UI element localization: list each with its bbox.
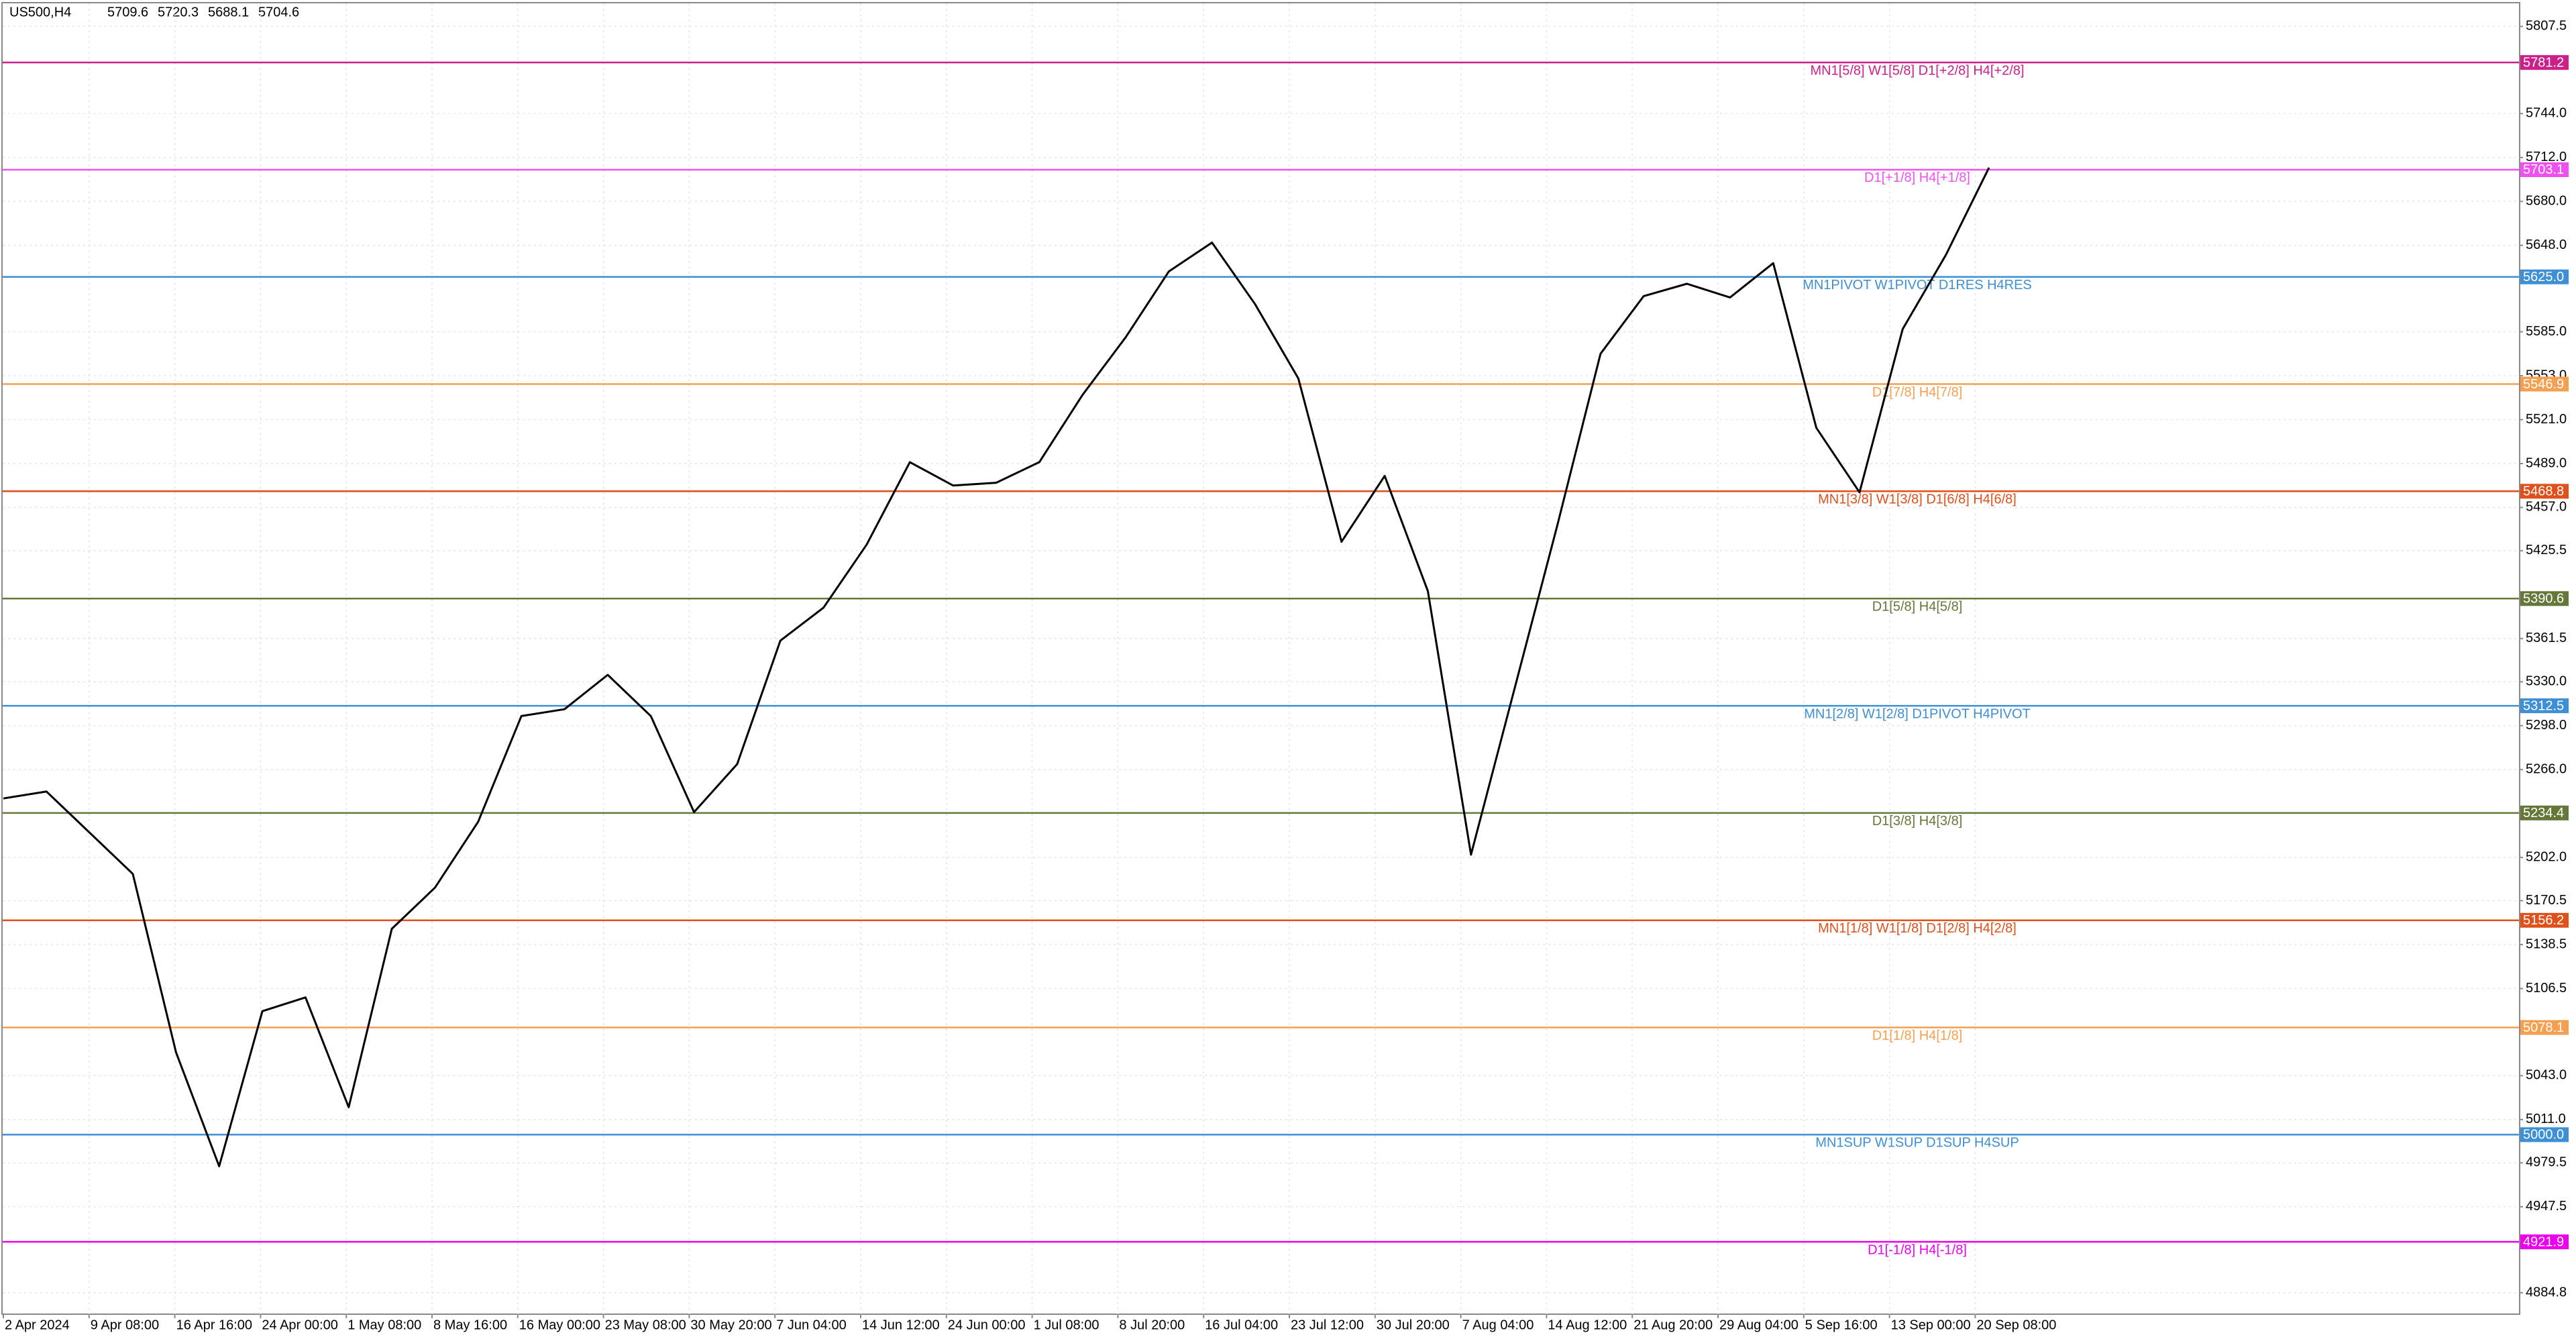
level-text: MN1SUP W1SUP D1SUP H4SUP	[1815, 1136, 2019, 1150]
y-tick-label: 5170.5	[2526, 893, 2567, 908]
y-tick-label: 5807.5	[2526, 19, 2567, 34]
price-box-label: 5468.8	[2523, 484, 2564, 499]
quote-value: 5720.3	[158, 5, 199, 19]
x-tick-label: 24 Apr 00:00	[262, 1318, 337, 1332]
x-tick-label: 23 May 08:00	[605, 1318, 686, 1332]
x-tick-label: 16 May 00:00	[519, 1318, 600, 1332]
y-tick-label: 4979.5	[2526, 1155, 2567, 1170]
price-box	[2520, 484, 2569, 499]
y-tick-label: 5457.0	[2526, 500, 2567, 515]
price-box-label: 5781.2	[2523, 55, 2564, 70]
x-tick-label: 1 Jul 08:00	[1034, 1318, 1099, 1332]
y-tick-label: 5106.5	[2526, 981, 2567, 996]
level-text: D1[7/8] H4[7/8]	[1872, 385, 1963, 400]
y-tick-label: 5521.0	[2526, 412, 2567, 427]
level-text: MN1[1/8] W1[1/8] D1[2/8] H4[2/8]	[1818, 921, 2017, 936]
y-tick-label: 4947.5	[2526, 1199, 2567, 1214]
y-tick-label: 5266.0	[2526, 761, 2567, 776]
y-tick-label: 5585.0	[2526, 324, 2567, 339]
price-box	[2520, 55, 2569, 70]
x-tick-label: 9 Apr 08:00	[91, 1318, 159, 1332]
price-line	[3, 167, 1990, 1167]
y-tick-label: 5712.0	[2526, 150, 2567, 164]
price-box	[2520, 698, 2569, 714]
x-tick-label: 29 Aug 04:00	[1719, 1318, 1799, 1332]
price-box	[2520, 912, 2569, 928]
price-box-label: 5546.9	[2523, 377, 2564, 392]
price-box-label: 5078.1	[2523, 1020, 2564, 1035]
level-text: MN1[3/8] W1[3/8] D1[6/8] H4[6/8]	[1818, 492, 2017, 507]
price-box	[2520, 1020, 2569, 1035]
price-box-label: 4921.9	[2523, 1234, 2564, 1249]
x-tick-label: 16 Apr 16:00	[176, 1318, 252, 1332]
level-text: MN1[2/8] W1[2/8] D1PIVOT H4PIVOT	[1804, 706, 2031, 721]
price-box	[2520, 162, 2569, 177]
y-tick-label: 5425.5	[2526, 543, 2567, 557]
x-tick-label: 8 May 16:00	[433, 1318, 507, 1332]
x-tick-label: 20 Sep 08:00	[1976, 1318, 2056, 1332]
x-tick-label: 14 Aug 12:00	[1548, 1318, 1627, 1332]
y-tick-label: 5330.0	[2526, 674, 2567, 689]
x-tick-label: 5 Sep 16:00	[1805, 1318, 1878, 1332]
x-tick-label: 23 Jul 12:00	[1291, 1318, 1364, 1332]
x-tick-label: 14 Jun 12:00	[862, 1318, 940, 1332]
y-tick-label: 5043.0	[2526, 1068, 2567, 1083]
y-tick-label: 5680.0	[2526, 193, 2567, 208]
price-box	[2520, 376, 2569, 392]
x-tick-label: 8 Jul 20:00	[1119, 1318, 1185, 1332]
price-box-label: 5390.6	[2523, 592, 2564, 606]
level-text: D1[5/8] H4[5/8]	[1872, 600, 1963, 614]
price-box-label: 5312.5	[2523, 698, 2564, 713]
x-tick-label: 2 Apr 2024	[5, 1318, 70, 1332]
price-box	[2520, 805, 2569, 820]
price-box-label: 5625.0	[2523, 270, 2564, 284]
x-tick-label: 24 Jun 00:00	[948, 1318, 1026, 1332]
price-box	[2520, 1127, 2569, 1142]
level-text: D1[+1/8] H4[+1/8]	[1864, 170, 1970, 185]
y-tick-label: 5138.5	[2526, 936, 2567, 951]
price-box-label: 5234.4	[2523, 806, 2564, 820]
level-text: D1[3/8] H4[3/8]	[1872, 814, 1963, 828]
y-tick-label: 5298.0	[2526, 718, 2567, 733]
price-box-label: 5703.1	[2523, 162, 2564, 177]
level-text: D1[-1/8] H4[-1/8]	[1868, 1242, 1967, 1257]
x-tick-label: 7 Jun 04:00	[776, 1318, 847, 1332]
y-tick-label: 5648.0	[2526, 237, 2567, 252]
y-tick-label: 5361.5	[2526, 631, 2567, 645]
level-text: D1[1/8] H4[1/8]	[1872, 1028, 1963, 1043]
x-tick-label: 1 May 08:00	[347, 1318, 421, 1332]
quote-value: 5704.6	[258, 5, 299, 19]
y-tick-label: 4884.8	[2526, 1285, 2567, 1299]
level-text: MN1PIVOT W1PIVOT D1RES H4RES	[1803, 278, 2032, 292]
x-tick-label: 30 May 20:00	[690, 1318, 771, 1332]
symbol-title: US500,H4	[9, 5, 71, 19]
price-box	[2520, 591, 2569, 606]
quote-value: 5688.1	[208, 5, 249, 19]
x-tick-label: 7 Aug 04:00	[1462, 1318, 1534, 1332]
x-tick-label: 30 Jul 20:00	[1377, 1318, 1450, 1332]
x-tick-label: 13 Sep 00:00	[1891, 1318, 1971, 1332]
price-box	[2520, 1234, 2569, 1250]
price-box-label: 5000.0	[2523, 1128, 2564, 1142]
y-tick-label: 5011.0	[2526, 1112, 2566, 1126]
plot-frame	[1, 2, 2520, 1315]
quote-value: 5709.6	[107, 5, 148, 19]
price-box-label: 5156.2	[2523, 913, 2564, 928]
x-tick-label: 21 Aug 20:00	[1633, 1318, 1713, 1332]
level-text: MN1[5/8] W1[5/8] D1[+2/8] H4[+2/8]	[1810, 63, 2024, 78]
x-tick-label: 16 Jul 04:00	[1205, 1318, 1278, 1332]
y-tick-label: 5744.0	[2526, 106, 2567, 121]
y-tick-label: 5202.0	[2526, 849, 2567, 864]
y-tick-label: 5489.0	[2526, 456, 2567, 470]
price-box	[2520, 269, 2569, 284]
